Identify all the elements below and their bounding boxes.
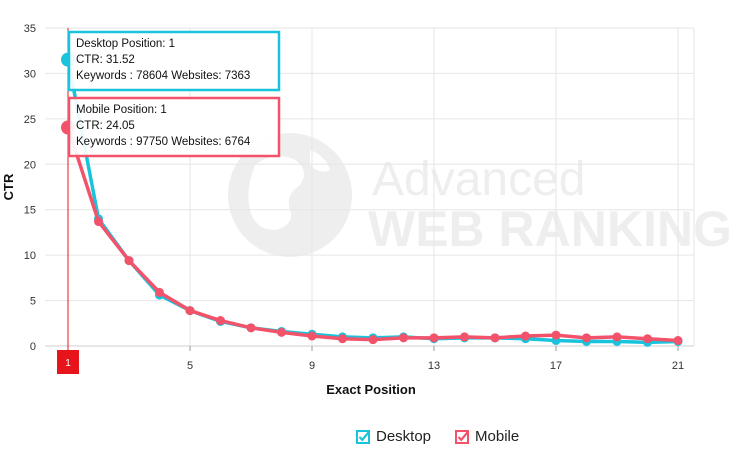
data-point-mobile[interactable] — [582, 333, 591, 343]
y-tick-label: 20 — [24, 159, 36, 171]
data-point-mobile[interactable] — [277, 327, 286, 337]
data-point-mobile[interactable] — [460, 332, 469, 342]
data-point-mobile[interactable] — [673, 336, 683, 346]
x-axis-title: Exact Position — [326, 382, 416, 397]
x-axis-ticks: 5 9 13 17 21 — [187, 346, 684, 372]
series-layer — [61, 52, 683, 347]
x-tick-label: 5 — [187, 360, 193, 372]
data-point-mobile[interactable] — [521, 331, 530, 341]
data-point-mobile[interactable] — [216, 316, 225, 326]
tooltip-box — [67, 30, 281, 92]
data-point-mobile[interactable] — [338, 334, 347, 344]
x-tick-label: 13 — [428, 360, 440, 372]
data-point-mobile[interactable] — [155, 287, 164, 297]
crosshair-label: 1 — [65, 358, 71, 369]
y-tick-label: 35 — [24, 23, 36, 35]
y-tick-label: 15 — [24, 205, 36, 217]
y-tick-label: 25 — [24, 114, 36, 126]
legend-label: Mobile — [475, 428, 520, 445]
tooltip-text: Mobile Position: 1 — [76, 104, 167, 116]
y-axis-ticks: 0 5 10 15 20 25 30 35 — [24, 23, 36, 353]
data-point-mobile[interactable] — [643, 334, 652, 344]
data-point-mobile[interactable] — [185, 306, 195, 316]
data-point-mobile[interactable] — [612, 332, 622, 342]
series-mobile — [61, 120, 683, 346]
data-point-mobile[interactable] — [368, 335, 378, 345]
crosshair-label-box — [57, 350, 79, 374]
tooltip-text: CTR: 24.05 — [76, 120, 135, 132]
y-tick-label: 30 — [24, 68, 36, 80]
data-point-mobile[interactable] — [94, 217, 103, 227]
y-tick-label: 5 — [30, 296, 36, 308]
legend-item-mobile[interactable]: Mobile — [455, 428, 519, 445]
x-tick-label: 17 — [550, 360, 562, 372]
tooltip-desktop: Desktop Position: 1 CTR: 31.52 Keywords : … — [67, 30, 281, 92]
data-point-mobile[interactable] — [490, 333, 500, 343]
x-tick-label: 9 — [309, 360, 315, 372]
y-axis-title: CTR — [1, 173, 16, 200]
tooltip-mobile: Mobile Position: 1 CTR: 24.05 Keywords : 9… — [67, 96, 281, 158]
tooltip-box — [67, 96, 281, 158]
advanced-web-ranking-watermark: Advanced WEB RANKING — [228, 133, 732, 257]
y-tick-label: 10 — [24, 250, 36, 262]
tooltip-text: Keywords : 78604 Websites: 7363 — [76, 70, 250, 82]
data-point-mobile[interactable] — [429, 333, 439, 343]
svg-text:WEB RANKING: WEB RANKING — [368, 201, 732, 257]
data-point-mobile[interactable] — [246, 323, 256, 333]
data-point-mobile[interactable] — [399, 333, 408, 343]
legend-label: Desktop — [376, 428, 432, 445]
chart-legend: Desktop Mobile — [356, 428, 519, 445]
checkbox-icon[interactable] — [455, 429, 470, 444]
tooltip-text: Desktop Position: 1 — [76, 38, 175, 50]
legend-item-desktop[interactable]: Desktop — [356, 428, 431, 445]
data-point-mobile[interactable] — [551, 330, 561, 340]
x-tick-label: 21 — [672, 360, 684, 372]
data-point-mobile[interactable] — [307, 331, 317, 341]
y-tick-label: 0 — [30, 341, 36, 353]
svg-text:Advanced: Advanced — [372, 153, 586, 206]
tooltips: Desktop Position: 1 CTR: 31.52 Keywords : … — [67, 30, 281, 158]
tooltip-text: Keywords : 97750 Websites: 6764 — [76, 136, 251, 148]
tooltip-text: CTR: 31.52 — [76, 54, 135, 66]
data-point-mobile[interactable] — [124, 256, 134, 266]
checkbox-icon[interactable] — [356, 429, 370, 444]
